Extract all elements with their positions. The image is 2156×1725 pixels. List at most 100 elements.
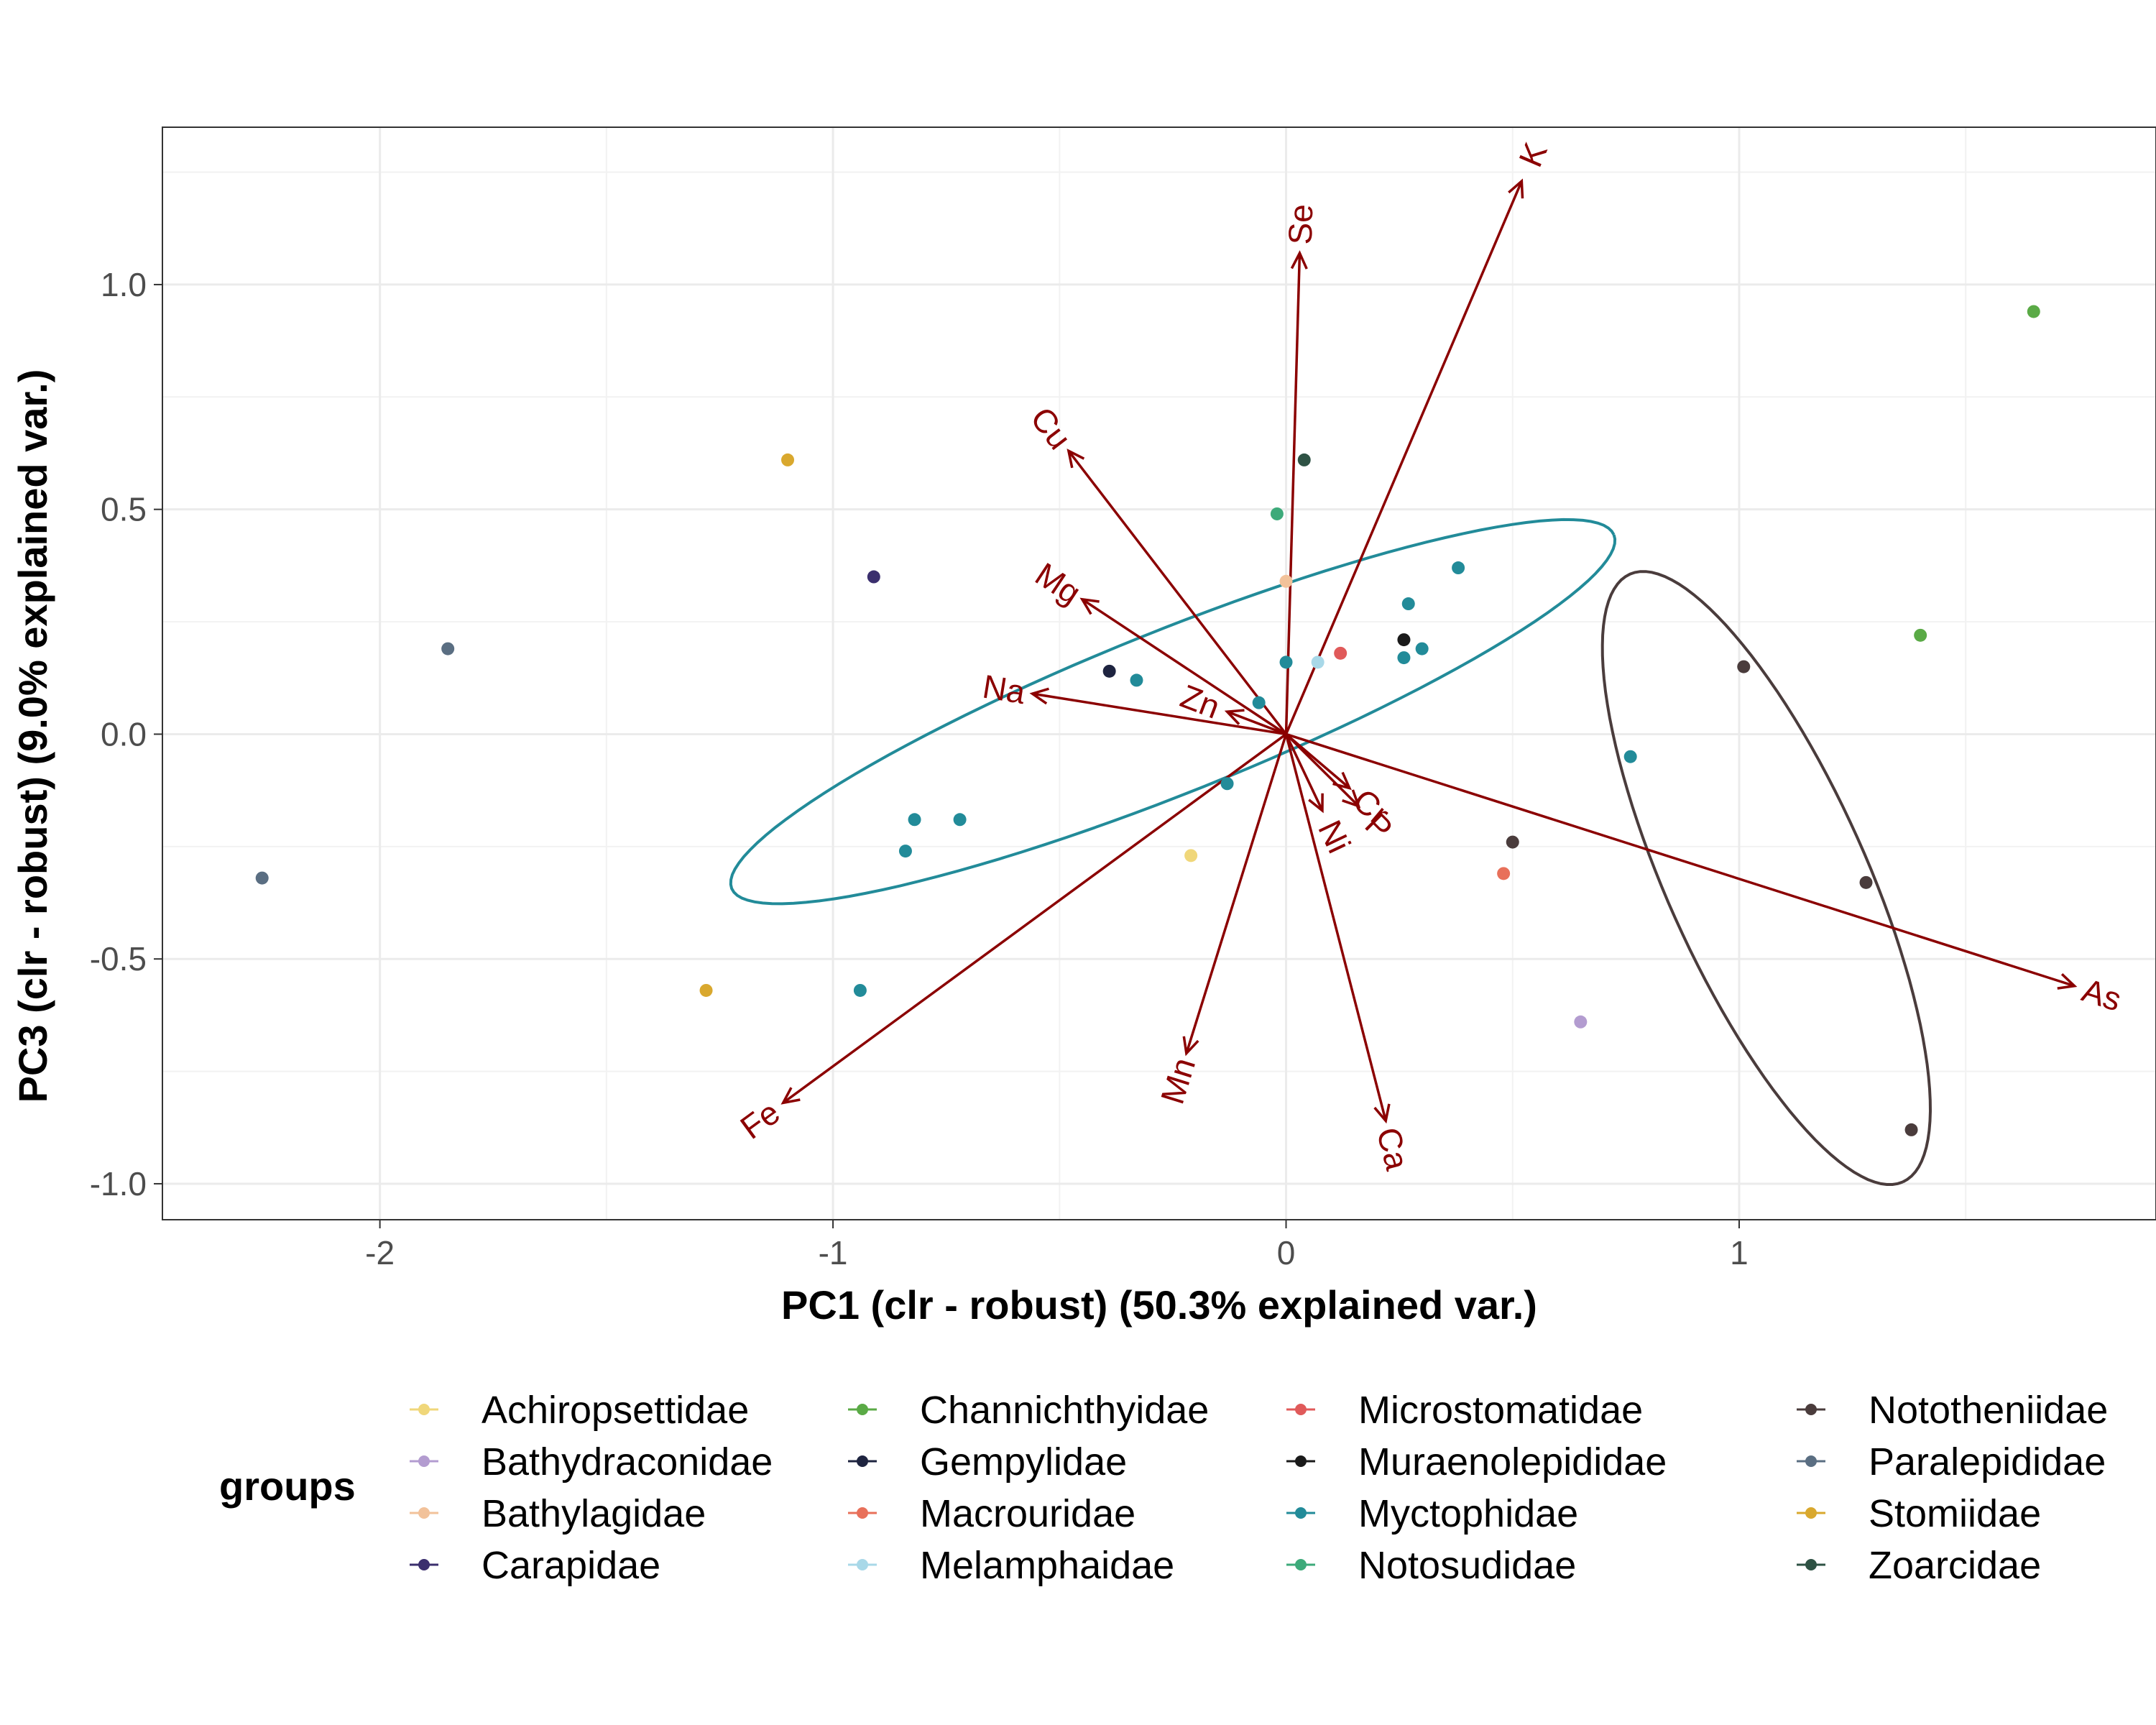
arrowhead-cu [1067,448,1085,469]
point-myctophidae [898,845,912,858]
arrowhead-na [1029,687,1049,705]
x-tick-label: 1 [1730,1234,1749,1271]
legend-label: Stomiidae [1869,1492,2041,1535]
point-channichthyidae [1914,628,1927,642]
legend-item-carapidae: Carapidae [410,1544,660,1587]
x-tick-label: -2 [365,1234,395,1271]
y-tick-label: -1.0 [90,1165,147,1202]
plot-panel [162,127,2156,1220]
point-gempylidae [1102,664,1116,678]
legend-item-zoarcidae: Zoarcidae [1797,1544,2041,1587]
loading-label-se: Se [1281,203,1320,245]
legend-item-nototheniidae: Nototheniidae [1797,1389,2108,1432]
arrowhead-as [2057,972,2078,990]
point-nototheniidae [1859,875,1873,889]
legend-key-dot [1805,1455,1817,1467]
y-tick-label: 0.5 [101,491,147,528]
legend-key-dot [857,1404,868,1415]
arrow-ca [1284,734,1387,1121]
point-myctophidae [1401,597,1415,611]
data-points [255,305,2040,1136]
legend-key-dot [1295,1507,1307,1519]
arrow-ni [1284,733,1324,811]
arrowhead-mn [1182,1036,1199,1057]
legend-label: Melamphaidae [920,1544,1174,1587]
point-zoarcidae [1297,453,1311,466]
legend-item-bathylagidae: Bathylagidae [410,1492,706,1535]
loading-label-na: Na [980,668,1028,712]
arrow-mn [1185,733,1288,1054]
point-myctophidae [1130,673,1143,687]
y-tick-label: 1.0 [101,266,147,303]
point-bathydraconidae [1574,1015,1588,1029]
legend-key-dot [1295,1455,1307,1467]
point-carapidae [867,570,880,584]
legend-item-bathydraconidae: Bathydraconidae [410,1440,773,1484]
axes: -2 -1 0 1 -1.0 -0.5 0.0 0.5 1.0 [90,126,2156,1271]
arrowhead-fe [780,1087,801,1105]
legend-item-paralepididae: Paralepididae [1797,1440,2106,1484]
arrow-cu [1067,450,1287,735]
plot-border [162,126,2156,1220]
legend-key-dot [1295,1559,1307,1570]
point-myctophidae [1397,651,1411,665]
arrow-as [1285,732,2076,988]
legend-item-microstomatidae: Microstomatidae [1286,1389,1643,1432]
legend-key-dot [418,1455,430,1467]
legend-item-melamphaidae: Melamphaidae [848,1544,1174,1587]
arrow-p [1285,733,1360,807]
legend-item-gempylidae: Gempylidae [848,1440,1127,1484]
arrowhead-ca [1373,1103,1391,1124]
point-macrouridae [1497,867,1511,880]
arrowhead-mg [1079,597,1100,615]
point-myctophidae [1279,656,1293,669]
legend-item-achiropsettidae: Achiropsettidae [410,1389,749,1432]
point-myctophidae [1415,642,1429,656]
legend-label: Paralepididae [1869,1440,2106,1484]
legend-item-myctophidae: Myctophidae [1286,1492,1578,1535]
legend-key-dot [857,1559,868,1570]
legend-key-dot [857,1507,868,1519]
x-tick-label: 0 [1277,1234,1296,1271]
legend-label: Bathydraconidae [482,1440,773,1484]
grid-lines [162,127,2156,1220]
x-axis-title: PC1 (clr - robust) (50.3% explained var.… [781,1282,1537,1328]
point-myctophidae [908,813,921,827]
x-tick-label: -1 [819,1234,848,1271]
y-tick-label: -0.5 [90,940,147,978]
arrow-se [1284,253,1302,735]
ellipse-nototheniidae [1600,570,1932,1186]
arrowhead-zn [1224,709,1245,725]
arrowhead-ni [1308,793,1324,814]
y-axis-title: PC3 (clr - robust) (9.0% explained var.) [10,369,55,1103]
legend-label: Gempylidae [920,1440,1127,1484]
arrow-zn [1226,710,1287,736]
legend-key-dot [1295,1404,1307,1415]
legend-label: Bathylagidae [482,1492,706,1535]
legend-item-channichthyidae: Channichthyidae [848,1389,1209,1432]
legend-item-muraenolepididae: Muraenolepididae [1286,1440,1667,1484]
legend-label: Muraenolepididae [1358,1440,1667,1484]
point-nototheniidae [1737,660,1751,673]
arrow-mg [1081,598,1287,735]
point-myctophidae [1452,561,1465,575]
arrowhead-se [1290,250,1308,270]
legend-label: Zoarcidae [1869,1544,2041,1587]
point-stomiidae [699,983,713,997]
legend-item-macrouridae: Macrouridae [848,1492,1135,1535]
point-notosudidae [1270,507,1284,520]
arrow-k [1284,180,1523,735]
point-myctophidae [1220,777,1234,791]
y-tick-label: 0.0 [101,715,147,753]
legend-key-dot [1805,1404,1817,1415]
point-myctophidae [1252,696,1266,709]
legend-label: Carapidae [482,1544,660,1587]
legend-label: Microstomatidae [1358,1389,1643,1432]
point-microstomatidae [1334,646,1348,660]
group-ellipses [729,518,1932,1186]
legend-key-dot [1805,1559,1817,1570]
point-myctophidae [1623,750,1637,763]
point-myctophidae [853,983,867,997]
arrowhead-k [1508,178,1524,199]
point-achiropsettidae [1184,849,1198,862]
